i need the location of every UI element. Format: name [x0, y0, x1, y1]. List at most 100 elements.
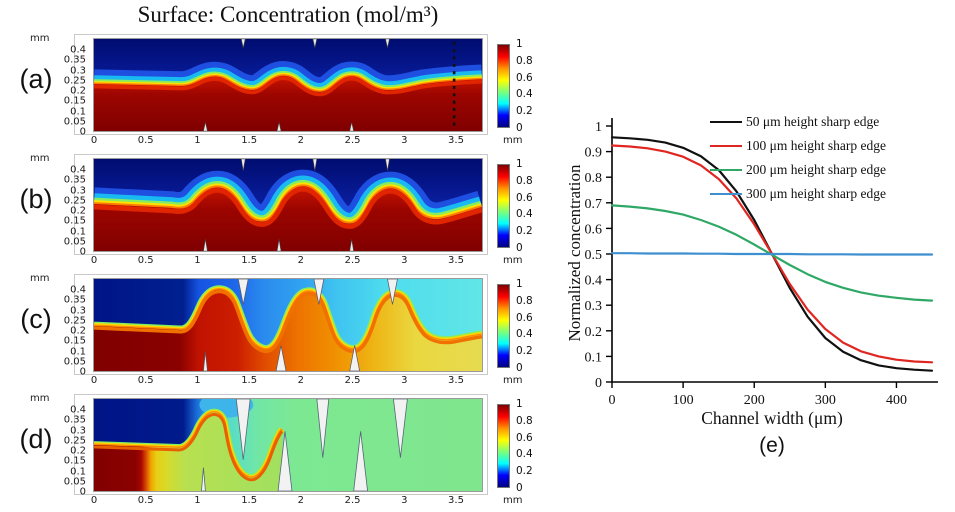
tick-label: 1 [516, 38, 523, 50]
tick-label: 1 [516, 158, 523, 170]
tick-label: 0.2 [516, 345, 533, 358]
tick-label: 1 [516, 398, 523, 410]
tick-label: 3.5 [448, 255, 464, 266]
tick-label: 1.5 [241, 135, 258, 146]
tick-label: 0.2 [516, 225, 533, 238]
tick-label: 0.3 [70, 65, 86, 76]
x-axis-unit: mm [503, 495, 523, 506]
y-axis-unit: mm [30, 273, 50, 284]
tick-label: 0.5 [137, 495, 154, 506]
tick-label: 0 [516, 122, 523, 134]
tick-label: 0.15 [63, 95, 86, 107]
line-chart: 0 100 200 300 400 0 0.1 0.2 0.3 0.4 0.5 0.6 0.7 0.8 0.… [585, 118, 938, 406]
axes-frame [74, 394, 488, 495]
tick-label: 0.2 [70, 205, 86, 217]
panel-d: (d) mm 0.4 0.35 0.3 0.25 0.2 0.15 0.1 0.05 0 [0, 393, 548, 512]
tick-label: 2 [297, 255, 305, 266]
tick-label: 0.05 [63, 116, 86, 128]
tick-label: 0.25 [63, 315, 86, 327]
y-axis-unit: mm [30, 153, 50, 164]
tick-label: 0.8 [516, 174, 533, 187]
x-axis-ticks: mm 0 0.5 1 1.5 2 2.5 3 3.5 [90, 135, 523, 149]
tick-label: 3.5 [448, 135, 464, 146]
svg-text:0.6: 0.6 [585, 222, 603, 237]
tick-label: 3 [401, 375, 408, 386]
tick-label: 0.15 [63, 455, 86, 467]
axes-frame [74, 274, 488, 375]
legend-label: 300 μm height sharp edge [746, 186, 886, 201]
tick-label: 1 [194, 135, 201, 146]
heatmap-d [93, 398, 483, 492]
chart-legend: 50 μm height sharp edge 100 μm height sh… [710, 110, 886, 206]
colorbar [497, 404, 510, 488]
svg-text:0: 0 [609, 393, 616, 406]
x-axis-ticks: mm 0 0.5 1 1.5 2 2.5 3 3.5 [91, 375, 523, 389]
tick-label: 0.8 [516, 294, 533, 307]
tick-label: 0 [516, 362, 523, 374]
tick-label: 1 [516, 278, 523, 290]
tick-label: 0.35 [63, 54, 86, 66]
tick-label: 0.25 [63, 75, 86, 87]
tick-label: 2 [297, 495, 305, 506]
sharp-edge-notches [203, 39, 390, 131]
colorbar-ticks: 1 0.8 0.6 0.4 0.2 0 [516, 38, 546, 134]
tick-label: 0.4 [70, 404, 86, 416]
colorbar-ticks: 1 0.8 0.6 0.4 0.2 0 [516, 158, 546, 254]
tick-label: 0.5 [137, 135, 154, 146]
y-axis-ticks: 0.4 0.35 0.3 0.25 0.2 0.15 0.1 0.05 0 [16, 45, 86, 138]
tick-label: 0.4 [516, 448, 533, 461]
tick-label: 3.5 [448, 375, 464, 386]
legend-label: 100 μm height sharp edge [746, 138, 886, 153]
tick-label: 0.3 [70, 185, 86, 196]
tick-label: 0.35 [63, 414, 86, 426]
svg-text:0.4: 0.4 [585, 274, 603, 289]
svg-text:0.1: 0.1 [585, 350, 603, 365]
svg-text:100: 100 [673, 393, 694, 406]
tick-label: 0.4 [70, 44, 86, 56]
tick-label: 0 [90, 135, 98, 146]
tick-label: 0.1 [70, 466, 86, 477]
tick-label: 0.4 [70, 164, 86, 176]
tick-label: 0.5 [137, 375, 154, 386]
tick-label: 0 [79, 246, 86, 258]
tick-label: 1.5 [241, 255, 258, 266]
tick-label: 0.2 [516, 465, 533, 478]
tick-label: 0.2 [70, 325, 86, 337]
tick-label: 0.05 [63, 476, 86, 488]
tick-label: 0 [79, 126, 86, 138]
legend-label: 200 μm height sharp edge [746, 162, 886, 177]
tick-label: 0.1 [70, 226, 86, 237]
tick-label: 0.15 [63, 335, 86, 347]
tick-label: 0 [79, 486, 86, 498]
x-axis-title: Channel width (μm) [701, 408, 843, 428]
x-axis-unit: mm [503, 135, 523, 146]
tick-label: 2.5 [344, 135, 361, 146]
svg-text:1: 1 [595, 120, 602, 135]
legend-item: 100 μm height sharp edge [710, 134, 886, 158]
tick-label: 0.6 [516, 431, 533, 444]
legend-line-swatch [710, 144, 742, 148]
panel-label-e: (e) [759, 434, 785, 457]
tick-label: 3 [401, 135, 408, 146]
colorbar [497, 164, 510, 248]
tick-label: 2 [297, 375, 305, 386]
tick-label: 0.05 [63, 236, 86, 248]
panel-label-a: (a) [19, 64, 53, 94]
concentration-surface-a [94, 39, 482, 131]
tick-label: 0.1 [70, 106, 86, 117]
tick-label: 2.5 [344, 495, 361, 506]
svg-text:0.7: 0.7 [585, 197, 603, 212]
legend-item: 200 μm height sharp edge [710, 158, 886, 182]
y-axis-unit: mm [30, 33, 50, 44]
panel-label-b: (b) [19, 184, 53, 214]
heatmap-a [93, 38, 483, 132]
tick-label: 0.4 [516, 328, 533, 341]
tick-label: 0.35 [63, 174, 86, 186]
tick-label: 2.5 [344, 255, 361, 266]
y-axis-ticks: 0.4 0.35 0.3 0.25 0.2 0.15 0.1 0.05 0 [16, 165, 86, 258]
colorbar-ticks: 1 0.8 0.6 0.4 0.2 0 [516, 398, 546, 494]
tick-label: 0.15 [63, 215, 86, 227]
panel-c: (c) mm 0.4 0.35 0.3 0.25 0.2 0.15 0.1 0.05 0 [0, 273, 548, 392]
svg-text:0.2: 0.2 [585, 325, 603, 340]
tick-label: 3 [401, 255, 408, 266]
